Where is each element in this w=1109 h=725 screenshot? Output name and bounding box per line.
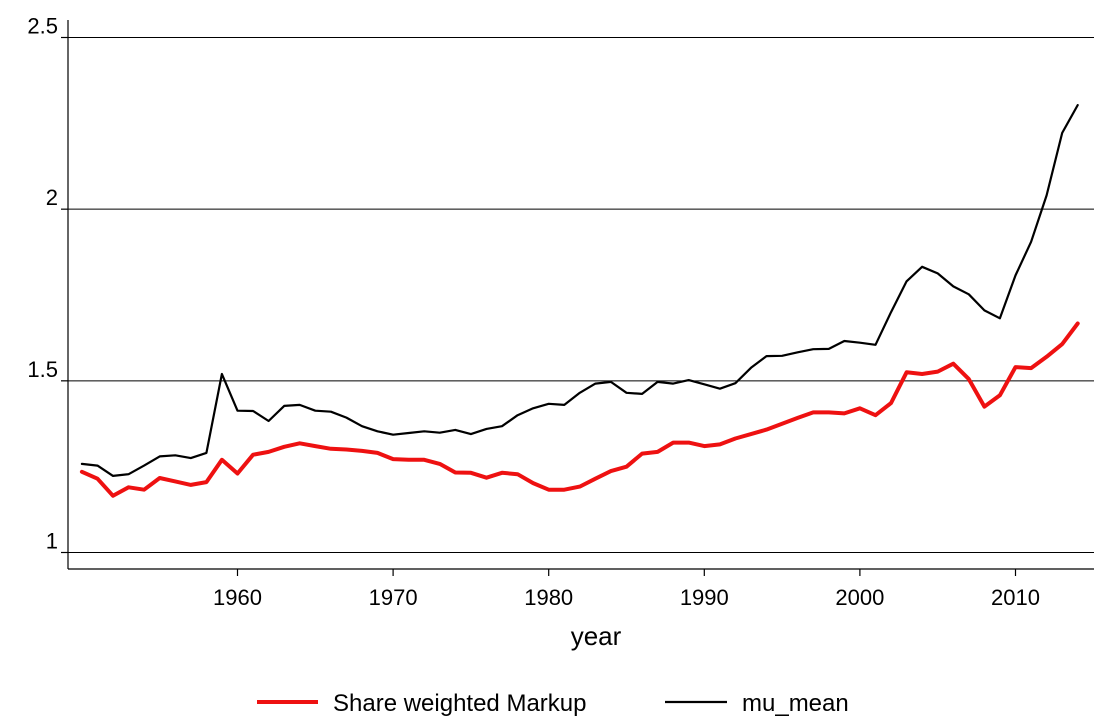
legend-label: Share weighted Markup [333, 690, 586, 717]
series-line-1 [79, 321, 1080, 498]
x-tick-label: 2010 [991, 585, 1040, 610]
x-axis-title: year [571, 621, 622, 651]
legend: Share weighted Markup mu_mean [257, 690, 849, 717]
y-tick-label: 1 [46, 529, 58, 554]
y-tick-label: 1.5 [27, 357, 58, 382]
y-tick-label: 2.5 [27, 14, 58, 39]
x-tick-label: 1970 [369, 585, 418, 610]
x-tick-label: 1990 [680, 585, 729, 610]
axes [67, 20, 1094, 570]
y-tick-label: 2 [46, 185, 58, 210]
grid-lines [68, 37, 1094, 553]
y-axis-ticks: 1 1.5 2 2.5 [27, 14, 68, 554]
x-axis-ticks: 1960 1970 1980 1990 2000 2010 [213, 569, 1040, 610]
x-tick-label: 2000 [835, 585, 884, 610]
series-line-2 [80, 103, 1079, 477]
x-tick-label: 1960 [213, 585, 262, 610]
x-tick-label: 1980 [524, 585, 573, 610]
legend-label: mu_mean [742, 690, 849, 717]
series-layer [79, 103, 1080, 498]
